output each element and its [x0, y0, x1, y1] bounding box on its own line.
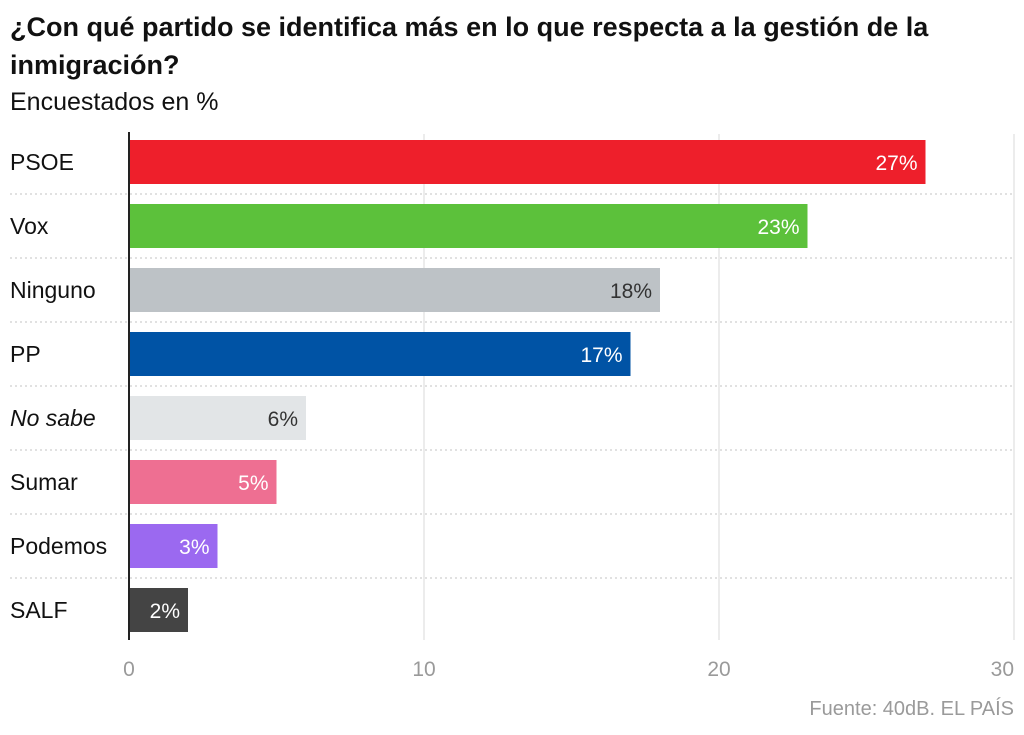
value-label: 2% — [150, 600, 180, 623]
category-label: PSOE — [10, 149, 74, 175]
category-label: SALF — [10, 597, 68, 623]
category-label: No sabe — [10, 405, 96, 431]
category-label: Sumar — [10, 469, 78, 495]
chart-title: ¿Con qué partido se identifica más en lo… — [10, 12, 929, 80]
bars — [129, 140, 926, 632]
value-label: 6% — [268, 408, 298, 431]
source-note: Fuente: 40dB. EL PAÍS — [809, 698, 1014, 720]
labels: PSOE 27% Vox 23% Ninguno 18% PP 17% No sabe 6% Sum… — [10, 149, 1014, 681]
bar — [129, 588, 188, 632]
bar — [129, 524, 218, 568]
x-tick-label: 10 — [412, 658, 435, 681]
value-label: 5% — [238, 472, 268, 495]
bar — [129, 204, 808, 248]
chart-subtitle: Encuestados en % — [10, 88, 219, 116]
category-label: PP — [10, 341, 41, 367]
category-label: Podemos — [10, 533, 107, 559]
value-label: 27% — [875, 152, 917, 175]
x-tick-label: 30 — [991, 658, 1014, 681]
category-label: Ninguno — [10, 277, 96, 303]
bar — [129, 140, 926, 184]
value-label: 23% — [757, 216, 799, 239]
value-label: 3% — [179, 536, 209, 559]
x-tick-label: 20 — [707, 658, 730, 681]
bar — [129, 460, 277, 504]
bar — [129, 332, 631, 376]
x-tick-label: 0 — [123, 658, 135, 681]
value-label: 18% — [610, 280, 652, 303]
bar — [129, 268, 660, 312]
value-label: 17% — [580, 344, 622, 367]
category-label: Vox — [10, 213, 49, 239]
bar — [129, 396, 306, 440]
